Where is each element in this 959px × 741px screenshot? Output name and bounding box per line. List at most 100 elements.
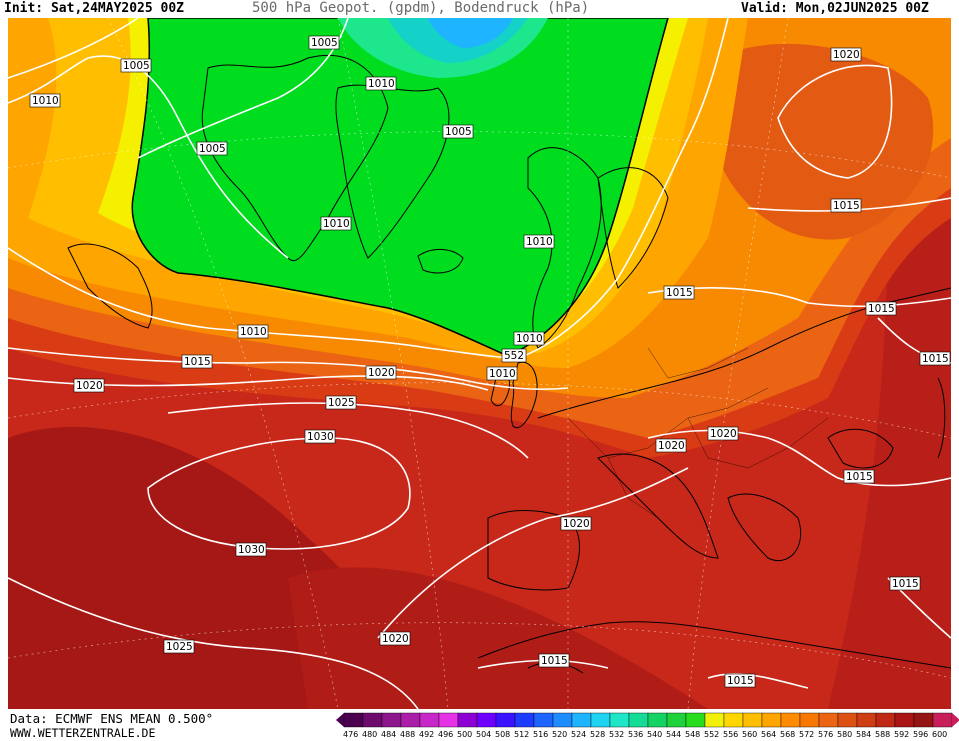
svg-text:1025: 1025 (328, 397, 355, 409)
svg-text:1020: 1020 (76, 380, 103, 392)
color-legend (336, 712, 959, 728)
legend-swatch (913, 712, 934, 728)
isobar-label: 1020 (655, 438, 687, 453)
svg-text:1015: 1015 (833, 200, 860, 212)
isobar-label: 1005 (196, 141, 228, 156)
isobar-label: 1005 (308, 35, 340, 50)
geopotential-label: 552 (501, 348, 527, 363)
svg-text:1015: 1015 (727, 675, 754, 687)
legend-swatch (533, 712, 554, 728)
legend-swatch (837, 712, 858, 728)
isobar-label: 1015 (181, 354, 213, 369)
legend-swatch (932, 712, 953, 728)
legend-tick-label: 556 (723, 730, 739, 739)
isobar-label: 1010 (320, 216, 352, 231)
svg-text:1010: 1010 (516, 333, 543, 345)
header-bar: Init: Sat,24MAY2025 00Z 500 hPa Geopot. … (0, 0, 959, 18)
svg-text:1020: 1020 (833, 49, 860, 61)
legend-swatch (894, 712, 915, 728)
legend-swatch (875, 712, 896, 728)
isobar-label: 1015 (919, 351, 951, 366)
legend-tick-label: 568 (780, 730, 796, 739)
weather-map: 1005 1005 1005 1010 1010 1005 1010 1010 … (8, 18, 951, 709)
legend-swatch (818, 712, 839, 728)
legend-tick-label: 504 (476, 730, 492, 739)
legend-swatch (799, 712, 820, 728)
legend-tick-label: 500 (457, 730, 473, 739)
legend-swatch (856, 712, 877, 728)
geopotential-fill-528 (428, 18, 513, 48)
isobar-label: 1015 (538, 653, 570, 668)
legend-swatch (495, 712, 516, 728)
legend-tick-label: 496 (438, 730, 454, 739)
legend-tick-label: 524 (571, 730, 587, 739)
country-borders (567, 347, 829, 519)
legend-arrow-left (336, 713, 344, 727)
isobar-label: 1010 (29, 93, 61, 108)
legend-tick-label: 476 (343, 730, 359, 739)
legend-swatch (438, 712, 459, 728)
isobar-label: 1015 (843, 469, 875, 484)
svg-text:1030: 1030 (238, 544, 265, 556)
legend-swatch (628, 712, 649, 728)
legend-swatch (457, 712, 478, 728)
svg-text:1015: 1015 (541, 655, 568, 667)
legend-swatch (419, 712, 440, 728)
legend-swatch (704, 712, 725, 728)
svg-text:552: 552 (504, 350, 524, 362)
legend-tick-label: 564 (761, 730, 777, 739)
legend-swatch (780, 712, 801, 728)
svg-text:1030: 1030 (307, 431, 334, 443)
legend-tick-label: 584 (856, 730, 872, 739)
svg-text:1005: 1005 (445, 126, 472, 138)
isobar-label: 1010 (237, 324, 269, 339)
legend-tick-label: 572 (799, 730, 815, 739)
isobar-label: 1020 (830, 47, 862, 62)
svg-text:1020: 1020 (710, 428, 737, 440)
isobar-labels: 1005 1005 1005 1010 1010 1005 1010 1010 … (29, 35, 951, 688)
svg-text:1020: 1020 (368, 367, 395, 379)
legend-swatch (552, 712, 573, 728)
svg-text:1015: 1015 (184, 356, 211, 368)
legend-tick-label: 580 (837, 730, 853, 739)
svg-text:1015: 1015 (846, 471, 873, 483)
svg-text:1020: 1020 (563, 518, 590, 530)
legend-tick-label: 528 (590, 730, 606, 739)
valid-time: Valid: Mon,02JUN2025 00Z (741, 1, 929, 16)
legend-arrow-right (952, 713, 959, 727)
legend-tick-label: 520 (552, 730, 568, 739)
legend-swatch (343, 712, 364, 728)
legend-swatch (381, 712, 402, 728)
geopotential-blob-east (718, 43, 934, 240)
isobar-label: 1015 (830, 198, 862, 213)
legend-tick-label: 596 (913, 730, 929, 739)
legend-swatch (742, 712, 763, 728)
init-time: Init: Sat,24MAY2025 00Z (4, 1, 185, 16)
legend-swatch (476, 712, 497, 728)
legend-tick-label: 492 (419, 730, 435, 739)
svg-text:1020: 1020 (658, 440, 685, 452)
legend-ticks: 476 480 484 488 492 496 500 504 508 512 516 520 524 5… (343, 730, 952, 740)
legend-swatch (761, 712, 782, 728)
data-source-label: Data: ECMWF ENS MEAN 0.500° (10, 711, 214, 726)
legend-tick-label: 548 (685, 730, 701, 739)
isobar-label: 1020 (73, 378, 105, 393)
isobar-label: 1020 (365, 365, 397, 380)
svg-text:1010: 1010 (240, 326, 267, 338)
svg-text:1010: 1010 (526, 236, 553, 248)
legend-tick-label: 512 (514, 730, 530, 739)
legend-tick-label: 484 (381, 730, 397, 739)
svg-text:1010: 1010 (32, 95, 59, 107)
isobar-label: 1015 (724, 673, 756, 688)
legend-swatch (514, 712, 535, 728)
svg-text:1015: 1015 (666, 287, 693, 299)
isobar-label: 1005 (442, 124, 474, 139)
legend-swatch (362, 712, 383, 728)
legend-tick-label: 576 (818, 730, 834, 739)
isobar-label: 1020 (707, 426, 739, 441)
legend-swatch (590, 712, 611, 728)
website-label: WWW.WETTERZENTRALE.DE (10, 726, 156, 740)
geopotential-fill-south (288, 567, 708, 709)
legend-tick-label: 488 (400, 730, 416, 739)
isobar-label: 1020 (379, 631, 411, 646)
